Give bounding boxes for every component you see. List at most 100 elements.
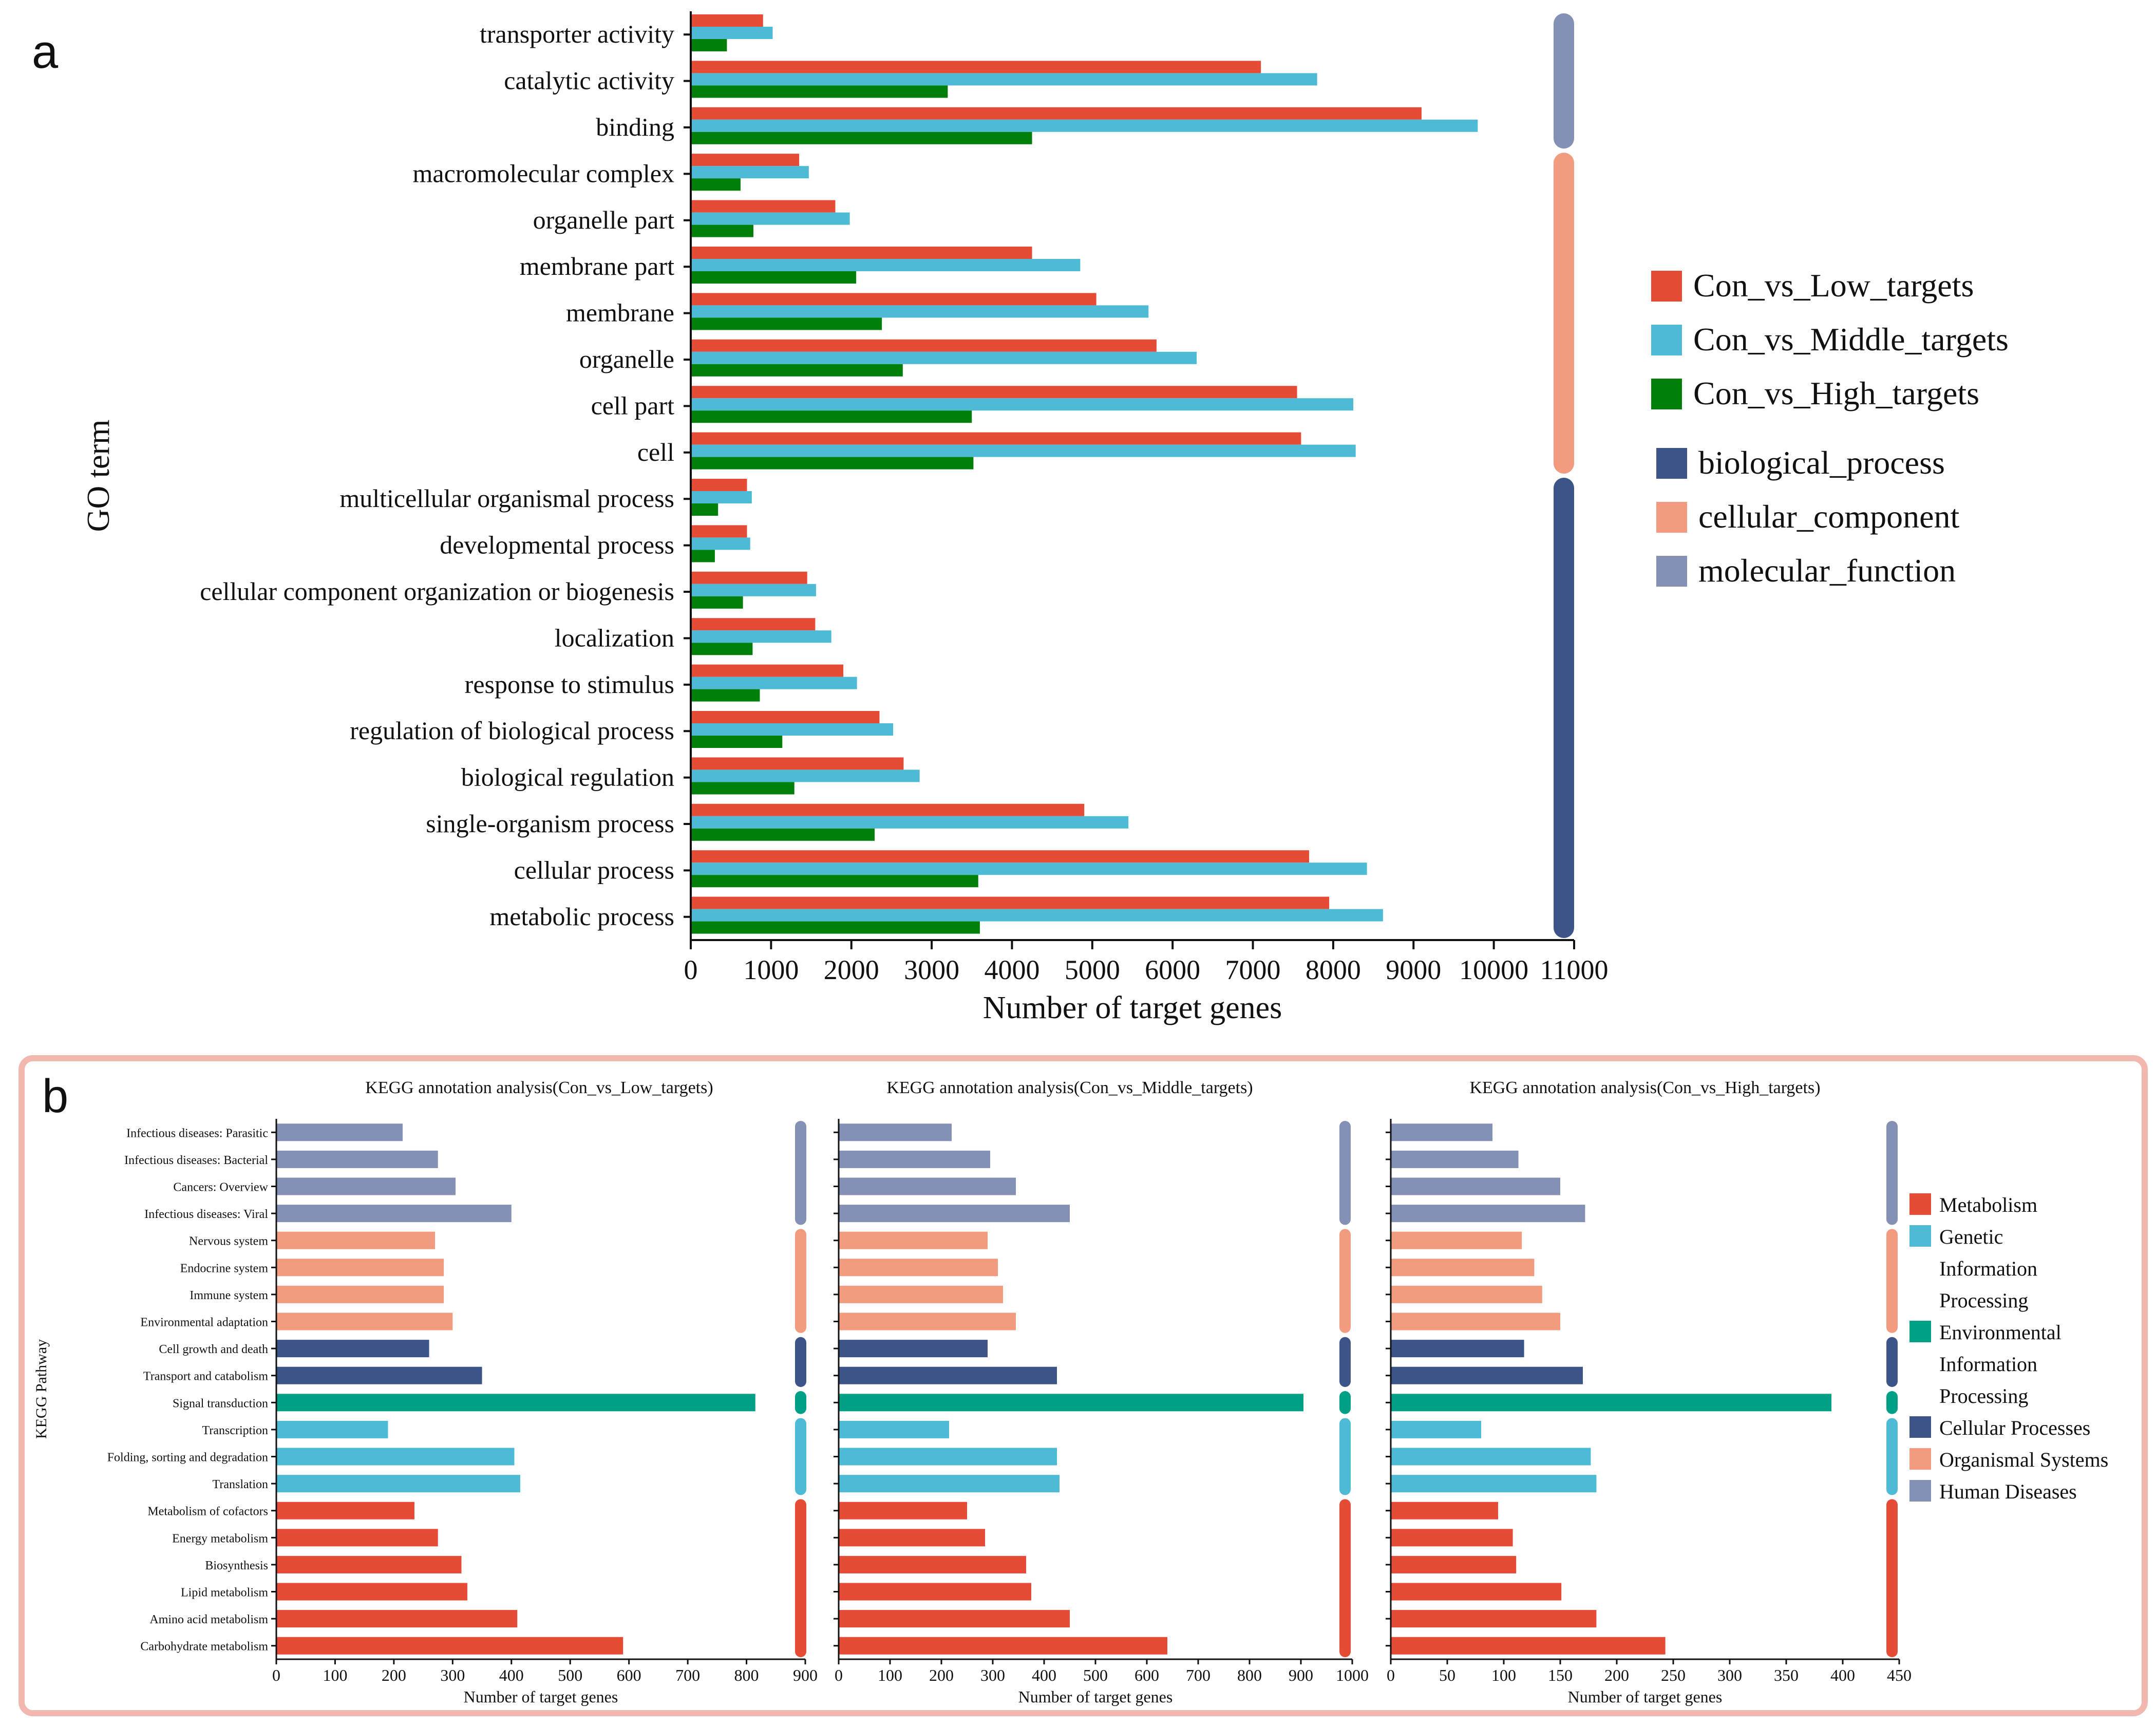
bar-signal-transduction xyxy=(839,1394,1303,1412)
panel-b-letter: b xyxy=(42,1070,68,1122)
legend-label: Metabolism xyxy=(1939,1193,2037,1216)
bar-middle-developmental-process xyxy=(691,537,750,550)
x-tick-label: 4000 xyxy=(984,954,1039,985)
bar-middle-organelle-part xyxy=(691,212,850,225)
category-label: cell part xyxy=(591,391,675,420)
category-label: Immune system xyxy=(190,1289,268,1302)
bar-transcription xyxy=(276,1420,388,1438)
legend-swatch-high xyxy=(1651,379,1682,409)
legend-swatch-molecular-function xyxy=(1656,556,1687,587)
bar-immune-system xyxy=(839,1285,1003,1303)
bar-high-biological-regulation xyxy=(691,782,795,795)
bar-endocrine-system xyxy=(276,1259,444,1277)
bar-carbohydrate-metabolism xyxy=(839,1637,1167,1655)
legend-label: Cellular Processes xyxy=(1939,1416,2090,1439)
x-tick-label: 800 xyxy=(734,1666,759,1684)
kegg-group-band-genetic-information-processing xyxy=(1339,1418,1351,1495)
legend-label: molecular_function xyxy=(1698,552,1956,589)
x-tick-label: 250 xyxy=(1661,1666,1686,1684)
bar-amino-acid-metabolism xyxy=(1391,1610,1597,1628)
kegg-group-band-genetic-information-processing xyxy=(1886,1418,1898,1495)
category-label: Carbohydrate metabolism xyxy=(140,1640,268,1654)
bar-middle-multicellular-organismal-process xyxy=(691,491,752,503)
y-axis-title: GO term xyxy=(81,420,116,532)
x-tick-label: 0 xyxy=(835,1666,843,1684)
bar-low-transporter-activity xyxy=(691,14,763,27)
category-label: regulation of biological process xyxy=(350,716,674,745)
bar-low-metabolic-process xyxy=(691,896,1330,909)
bar-nervous-system xyxy=(276,1231,435,1249)
bar-high-organelle-part xyxy=(691,224,753,237)
x-tick-label: 450 xyxy=(1887,1666,1912,1684)
bar-infectious-diseases-viral xyxy=(1391,1205,1585,1223)
bar-middle-catalytic-activity xyxy=(691,73,1317,86)
legend-label: Human Diseases xyxy=(1939,1480,2077,1503)
kegg-group-band-genetic-information-processing xyxy=(795,1418,806,1495)
bar-low-organelle-part xyxy=(691,200,836,213)
x-tick-label: 700 xyxy=(675,1666,700,1684)
bar-transport-and-catabolism xyxy=(1391,1366,1583,1384)
category-label: cell xyxy=(637,438,674,466)
bar-energy-metabolism xyxy=(839,1529,985,1547)
x-tick-label: 150 xyxy=(1548,1666,1573,1684)
legend-label: Processing xyxy=(1939,1384,2028,1408)
kegg-high-chart: KEGG annotation analysis(Con_vs_High_tar… xyxy=(1386,1078,1912,1706)
legend-swatch-genetic-information-processing xyxy=(1909,1225,1931,1247)
bar-nervous-system xyxy=(1391,1231,1522,1249)
x-tick-label: 1000 xyxy=(743,954,799,985)
x-tick-label: 300 xyxy=(980,1666,1005,1684)
bar-middle-metabolic-process xyxy=(691,909,1383,922)
kegg-group-band-cellular-processes xyxy=(795,1337,806,1387)
bar-high-cell xyxy=(691,457,974,470)
bar-middle-localization xyxy=(691,630,831,643)
x-tick-label: 9000 xyxy=(1386,954,1441,985)
bar-middle-response-to-stimulus xyxy=(691,677,857,689)
bar-infectious-diseases-parasitic xyxy=(1391,1123,1492,1141)
category-label: membrane part xyxy=(520,252,674,280)
bar-low-multicellular-organismal-process xyxy=(691,479,747,491)
category-label: Transport and catabolism xyxy=(143,1370,268,1383)
bar-middle-membrane-part xyxy=(691,259,1081,271)
bar-high-membrane xyxy=(691,317,882,330)
bar-biosynthesis xyxy=(839,1555,1026,1573)
x-tick-label: 400 xyxy=(1830,1666,1855,1684)
bar-metabolism-of-cofactors xyxy=(1391,1502,1498,1520)
chart-title: KEGG annotation analysis(Con_vs_Low_targ… xyxy=(365,1078,713,1097)
bar-metabolism-of-cofactors xyxy=(839,1502,967,1520)
bar-transport-and-catabolism xyxy=(276,1366,482,1384)
legend-label: cellular_component xyxy=(1698,498,1959,535)
bar-amino-acid-metabolism xyxy=(276,1610,518,1628)
category-label: organelle xyxy=(579,345,674,373)
bar-middle-regulation-of-biological-process xyxy=(691,723,894,736)
category-label: membrane xyxy=(566,298,674,327)
category-label: Cell growth and death xyxy=(159,1343,268,1356)
bar-cell-growth-and-death xyxy=(1391,1340,1524,1358)
x-tick-label: 900 xyxy=(793,1666,818,1684)
kegg-group-band-metabolism xyxy=(1339,1499,1351,1657)
legend-swatch-biological-process xyxy=(1656,448,1687,479)
bar-middle-cellular-component-organization-or-biogenesis xyxy=(691,584,816,596)
bar-low-binding xyxy=(691,107,1422,120)
bar-endocrine-system xyxy=(839,1259,998,1277)
legend-swatch-organismal-systems xyxy=(1909,1448,1931,1470)
category-label: Infectious diseases: Bacterial xyxy=(124,1154,268,1167)
x-tick-label: 0 xyxy=(1387,1666,1395,1684)
kegg-group-band-organismal-systems xyxy=(1339,1229,1351,1333)
category-label: Endocrine system xyxy=(180,1262,269,1275)
category-label: Translation xyxy=(213,1478,268,1491)
bar-low-biological-regulation xyxy=(691,757,904,770)
bar-energy-metabolism xyxy=(276,1529,438,1547)
bar-cell-growth-and-death xyxy=(276,1340,429,1358)
bar-middle-macromolecular-complex xyxy=(691,166,809,179)
x-tick-label: 700 xyxy=(1186,1666,1211,1684)
category-label: organelle part xyxy=(533,205,674,234)
x-tick-label: 3000 xyxy=(904,954,959,985)
category-label: Transcription xyxy=(202,1424,268,1437)
bar-low-cell xyxy=(691,432,1301,445)
kegg-group-band-metabolism xyxy=(795,1499,806,1657)
bar-low-cellular-process xyxy=(691,850,1309,863)
bar-translation xyxy=(276,1475,520,1493)
bar-metabolism-of-cofactors xyxy=(276,1502,414,1520)
bar-low-macromolecular-complex xyxy=(691,154,800,166)
legend-label: Con_vs_Low_targets xyxy=(1693,267,1974,304)
